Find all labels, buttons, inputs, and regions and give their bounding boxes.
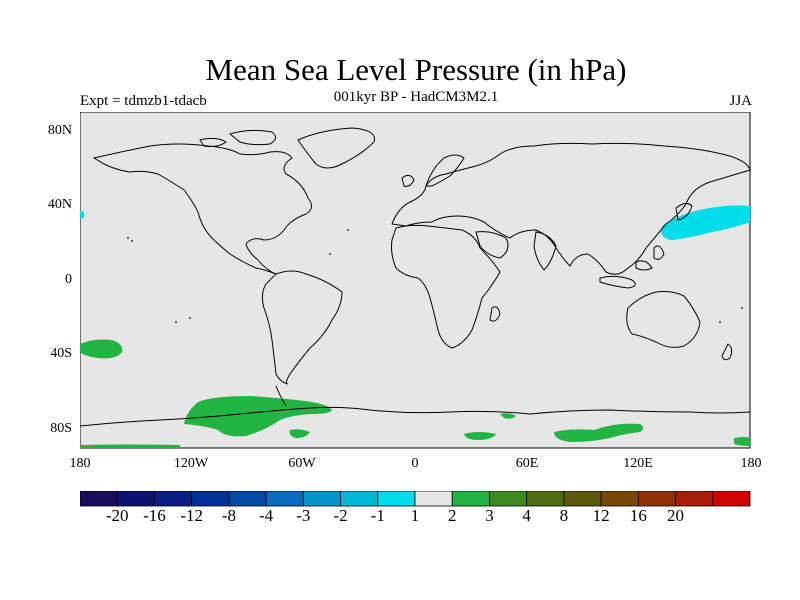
colorbar-label: 4 bbox=[522, 506, 531, 525]
colorbar-swatch bbox=[414, 491, 453, 507]
lon-label-120w: 120W bbox=[173, 456, 209, 471]
coast-japan bbox=[675, 202, 693, 221]
colorbar-label: -8 bbox=[221, 506, 236, 525]
positive-anomaly-far-east bbox=[734, 437, 750, 446]
colorbar-label: 1 bbox=[410, 506, 420, 525]
world-map bbox=[80, 112, 751, 449]
colorbar bbox=[80, 491, 751, 507]
coast-arctic-islands bbox=[199, 129, 276, 147]
coast-north-america bbox=[92, 143, 312, 275]
colorbar-swatch bbox=[377, 491, 416, 507]
island-polynesia-1 bbox=[175, 321, 177, 323]
colorbar-swatch bbox=[302, 491, 341, 507]
colorbar-swatch bbox=[451, 491, 490, 507]
lon-label-180w: 180 bbox=[69, 456, 91, 471]
colorbar-swatch bbox=[228, 491, 267, 507]
colorbar-label: -4 bbox=[259, 506, 274, 525]
positive-anomaly-south-pacific bbox=[80, 339, 123, 359]
colorbar-swatch bbox=[637, 491, 676, 507]
colorbar-swatch bbox=[340, 491, 379, 507]
colorbar-label: 2 bbox=[447, 506, 457, 525]
colorbar-label: 12 bbox=[592, 506, 610, 525]
negative-anomaly-regions bbox=[80, 205, 750, 240]
coast-se-asia-islands bbox=[599, 245, 665, 289]
coast-new-zealand bbox=[721, 343, 733, 361]
colorbar-label: -2 bbox=[333, 506, 348, 525]
coast-eurasia bbox=[391, 142, 751, 275]
colorbar-label: -20 bbox=[105, 506, 129, 525]
island-new-caledonia bbox=[719, 321, 721, 323]
lat-label-40s: 40S bbox=[50, 346, 72, 361]
colorbar-label: -1 bbox=[370, 506, 385, 525]
colorbar-swatch bbox=[265, 491, 304, 507]
colorbar-label: 8 bbox=[559, 506, 569, 525]
coast-australia bbox=[626, 291, 701, 348]
colorbar-swatch bbox=[116, 491, 155, 507]
map-background bbox=[80, 112, 751, 449]
colorbar-label: 20 bbox=[667, 506, 685, 525]
colorbar-swatch bbox=[712, 491, 751, 507]
season-label: JJA bbox=[729, 93, 752, 109]
colorbar-swatch bbox=[563, 491, 602, 507]
lon-label-180e: 180 bbox=[740, 456, 762, 471]
island-cape-verde bbox=[329, 253, 331, 255]
experiment-label: Expt = tdmzb1-tdacb bbox=[80, 93, 207, 109]
coast-india bbox=[533, 231, 557, 271]
colorbar-swatch bbox=[191, 491, 230, 507]
coast-uk bbox=[401, 174, 415, 187]
colorbar-swatch bbox=[526, 491, 565, 507]
coastlines bbox=[80, 127, 751, 427]
colorbar-swatch bbox=[600, 491, 639, 507]
island-hawaii-1 bbox=[127, 237, 129, 239]
island-polynesia-2 bbox=[189, 317, 191, 319]
lat-label-0: 0 bbox=[65, 272, 72, 287]
colorbar-swatch bbox=[675, 491, 714, 507]
colorbar-swatch bbox=[154, 491, 193, 507]
subtitle: 001kyr BP - HadCM3M2.1 bbox=[333, 89, 499, 105]
colorbar-label: 16 bbox=[629, 506, 647, 525]
page-title: Mean Sea Level Pressure (in hPa) bbox=[205, 52, 627, 87]
island-azores bbox=[347, 229, 349, 231]
colorbar-swatch bbox=[489, 491, 528, 507]
positive-anomaly-30e bbox=[464, 432, 496, 440]
positive-anomaly-small-1 bbox=[500, 413, 516, 419]
lat-label-80n: 80N bbox=[47, 123, 72, 138]
coast-antarctic-peninsula bbox=[275, 385, 287, 407]
colorbar-label: -12 bbox=[180, 506, 203, 525]
negative-anomaly-north-pacific bbox=[661, 205, 750, 240]
coast-antarctica bbox=[80, 406, 751, 427]
coast-arabia bbox=[475, 231, 509, 259]
positive-anomaly-ross bbox=[289, 429, 310, 438]
colorbar-label: -16 bbox=[143, 506, 166, 525]
coast-south-america bbox=[261, 270, 343, 385]
small-islands bbox=[127, 229, 743, 323]
island-fiji bbox=[741, 307, 743, 309]
positive-anomaly-90e bbox=[554, 423, 643, 442]
colorbar-label: 3 bbox=[485, 506, 494, 525]
positive-anomaly-regions bbox=[80, 339, 750, 448]
island-hawaii-2 bbox=[131, 240, 133, 242]
positive-anomaly-bottom-strip bbox=[80, 444, 180, 448]
positive-anomaly-antarctic-60w bbox=[184, 396, 332, 437]
colorbar-label: -3 bbox=[296, 506, 311, 525]
lon-label-120e: 120E bbox=[623, 456, 653, 471]
coast-greenland bbox=[297, 127, 376, 169]
coast-africa bbox=[391, 224, 501, 349]
coast-scandinavia bbox=[425, 154, 465, 187]
lon-label-60w: 60W bbox=[288, 456, 316, 471]
coast-madagascar bbox=[489, 306, 501, 322]
lat-label-80s: 80S bbox=[50, 421, 72, 436]
lon-label-0: 0 bbox=[411, 456, 419, 471]
lon-label-60e: 60E bbox=[515, 456, 539, 471]
colorbar-swatch bbox=[80, 491, 118, 507]
lat-label-40n: 40N bbox=[47, 197, 72, 212]
negative-anomaly-west-edge bbox=[80, 210, 84, 218]
colorbar-swatches bbox=[80, 491, 751, 507]
